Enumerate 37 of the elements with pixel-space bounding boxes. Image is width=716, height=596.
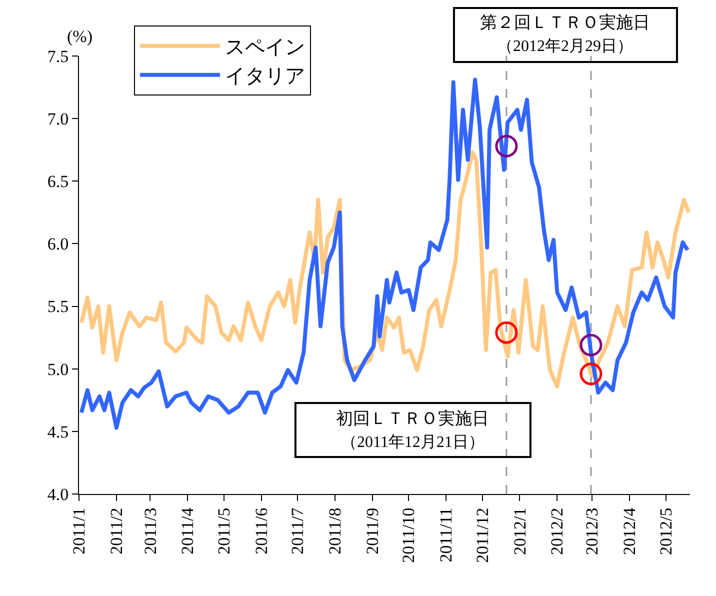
x-tick-label: 2012/3: [582, 508, 602, 556]
y-tick-label: 4.5: [47, 422, 69, 442]
y-tick-label: 6.0: [47, 234, 69, 254]
point: [495, 321, 518, 344]
x-tick-label: 2011/8: [326, 508, 345, 554]
y-axis-title: (%): [67, 27, 92, 46]
x-tick-label: 2011/2: [106, 508, 126, 554]
point: [580, 334, 602, 356]
x-tick-label: 2011/1: [70, 508, 89, 554]
text: （2012年2月29日）: [497, 38, 633, 55]
x-tick-label: 2011/10: [399, 508, 418, 563]
y-tick-label: 7.5: [47, 46, 69, 66]
legend-label: スペイン: [224, 36, 305, 59]
x-tick-label: 2012/2: [548, 508, 567, 556]
legend-label: イタリア: [224, 66, 305, 88]
point: [580, 362, 602, 386]
point: [495, 134, 518, 158]
x-tick-label: 2011/7: [288, 507, 308, 554]
text: 初回ＬＴＲＯ実施日: [336, 409, 489, 428]
y-tick-label: 5.5: [47, 297, 69, 316]
line-series: [79, 150, 690, 388]
y-tick-label: 6.5: [47, 172, 69, 192]
text: （2011年12月21日）: [341, 434, 484, 451]
x-tick-label: 2011/11: [436, 508, 456, 562]
x-tick-label: 2011/5: [214, 508, 234, 554]
x-tick-label: 2011/9: [362, 508, 382, 554]
x-tick-label: 2011/6: [252, 508, 271, 554]
y-tick-label: 5.0: [47, 360, 69, 379]
y-tick-label: 4.0: [47, 484, 69, 504]
x-tick-label: 2012/5: [656, 508, 676, 556]
x-tick-label: 2011/4: [178, 507, 198, 554]
text: 第２回ＬＴＲＯ実施日: [480, 13, 650, 32]
x-tick-label: 2011/12: [472, 508, 492, 563]
y-tick-label: 7.0: [47, 110, 69, 129]
x-tick-label: 2012/4: [620, 507, 640, 556]
x-tick-label: 2011/3: [140, 508, 160, 554]
x-tick-label: 2012/1: [510, 508, 530, 556]
